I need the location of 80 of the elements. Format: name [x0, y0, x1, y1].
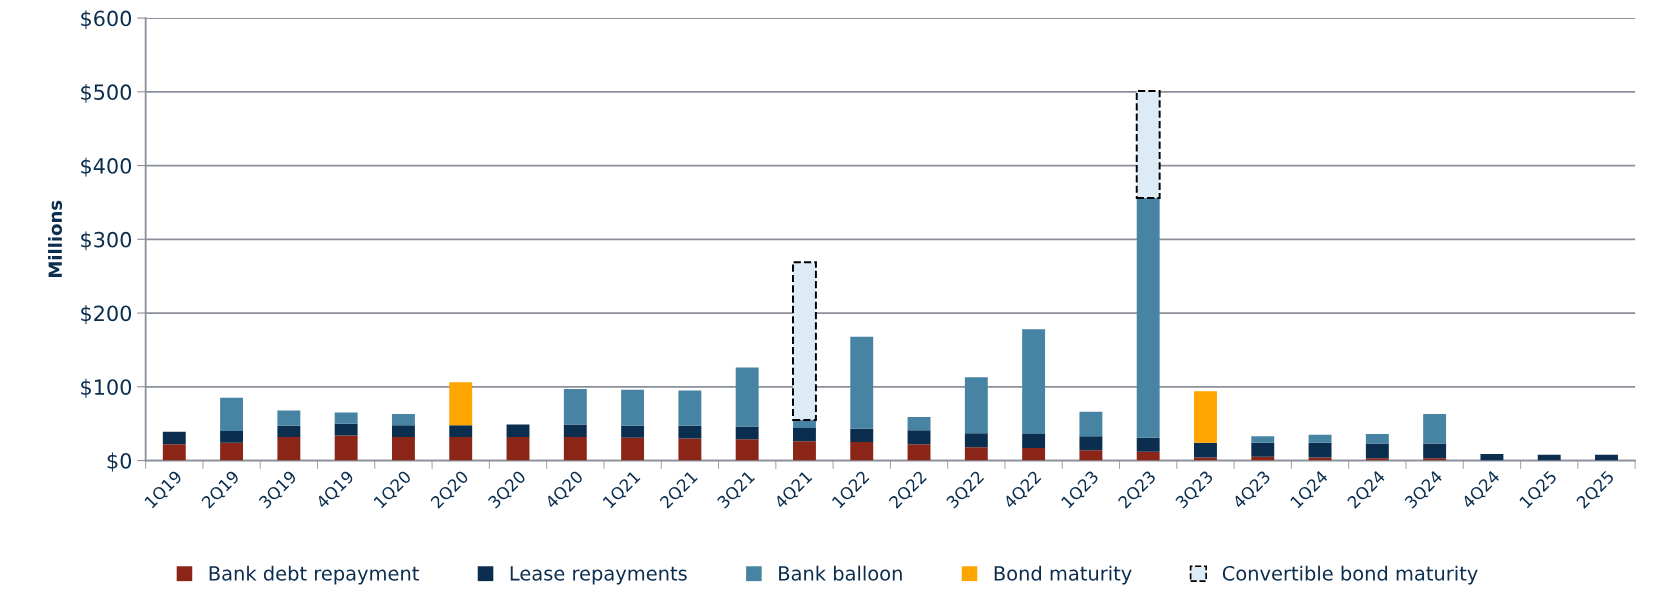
bar: [1136, 451, 1160, 461]
y-tick-label: $300: [81, 231, 132, 251]
bar: [907, 444, 931, 461]
bar: [678, 390, 702, 426]
bar: [1365, 443, 1389, 459]
bar: [1251, 436, 1275, 443]
bar: [964, 447, 988, 461]
bar: [334, 435, 358, 461]
bar: [1136, 437, 1160, 452]
bar: [907, 430, 931, 445]
bar: [1079, 411, 1103, 437]
bar: [277, 410, 301, 426]
bar: [793, 428, 816, 442]
bar: [277, 436, 301, 461]
bar: [563, 436, 587, 461]
bar: [793, 441, 816, 461]
bar: [1194, 391, 1217, 443]
bar: [506, 424, 530, 437]
bar: [391, 425, 415, 437]
bar: [850, 442, 874, 461]
y-tick-label: $600: [81, 10, 132, 30]
y-tick-label: $200: [81, 305, 132, 325]
bar: [735, 439, 759, 461]
bar: [792, 261, 817, 421]
bar: [1423, 458, 1447, 461]
bar: [621, 437, 645, 461]
bar: [162, 431, 186, 445]
bar: [678, 425, 702, 439]
bar: [1308, 442, 1332, 458]
bar: [220, 431, 244, 443]
bar: [506, 436, 530, 461]
bar: [964, 377, 988, 434]
bar: [1308, 434, 1332, 443]
bar: [449, 382, 473, 426]
bar: [334, 412, 358, 424]
bar: [1079, 436, 1103, 451]
y-tick-label: $0: [107, 452, 132, 472]
bar: [563, 389, 587, 425]
bar: [220, 397, 244, 432]
bar: [449, 425, 473, 437]
bar: [850, 336, 874, 429]
legend-label: Bond maturity: [994, 565, 1132, 585]
bar: [621, 425, 645, 438]
bar: [334, 423, 358, 436]
y-tick-label: $500: [81, 83, 132, 103]
legend-label: Bank debt repayment: [209, 565, 419, 585]
bar: [1251, 442, 1275, 457]
bar: [1022, 433, 1046, 448]
bar: [277, 425, 301, 437]
bar: [735, 426, 759, 440]
bar: [1079, 450, 1103, 461]
y-tick-label: $400: [81, 157, 132, 177]
bar: [907, 417, 931, 431]
bar: [563, 424, 587, 437]
bar: [391, 436, 415, 461]
legend-label: Lease repayments: [510, 566, 687, 585]
legend-label: Bank balloon: [779, 565, 902, 581]
y-tick-label: $100: [81, 378, 132, 398]
bar: [850, 428, 874, 443]
bar: [1136, 198, 1160, 438]
bar: [391, 414, 415, 426]
bar: [1022, 329, 1046, 434]
bar: [1480, 453, 1504, 461]
bar: [1423, 414, 1447, 444]
bar: [1365, 433, 1389, 444]
bar: [1423, 443, 1447, 459]
bar: [621, 389, 645, 426]
bar: [964, 433, 988, 448]
bar: [162, 444, 186, 461]
bar: [1022, 447, 1046, 461]
bar: [735, 367, 759, 427]
y-axis-title: Millions: [48, 200, 63, 277]
bar: [220, 442, 244, 461]
bar: [793, 419, 816, 429]
bar: [678, 438, 702, 461]
bar: [1135, 90, 1161, 199]
bar: [449, 436, 473, 461]
bar: [1365, 458, 1389, 461]
legend-label: Convertible bond maturity: [1222, 565, 1478, 585]
bar: [1194, 442, 1217, 458]
